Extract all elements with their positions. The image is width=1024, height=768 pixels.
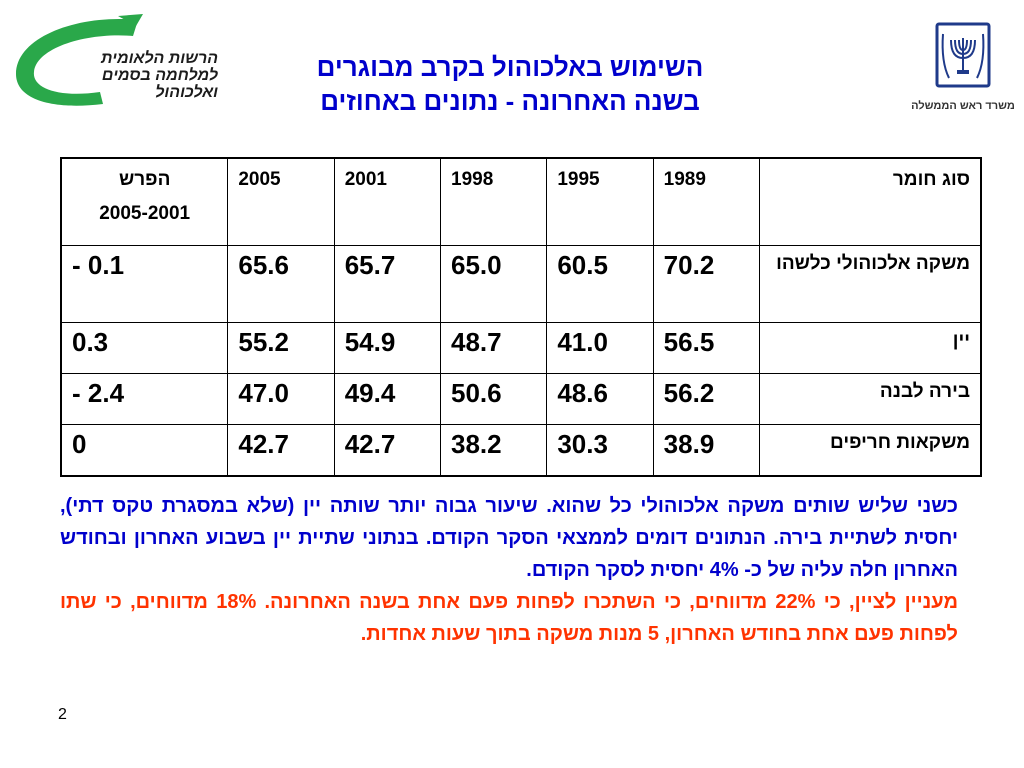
table-cell: 42.7 (333, 424, 442, 477)
table-cell: 55.2 (227, 322, 335, 374)
table-cell: 47.0 (227, 373, 335, 425)
table-cell: 56.2 (652, 373, 761, 425)
row-label: בירה לבנה (759, 373, 982, 425)
table-cell: 0.1 - (60, 245, 229, 323)
table-cell: 38.9 (652, 424, 761, 477)
agency-logo: הרשות הלאומית למלחמה בסמים ואלכוהול (8, 12, 218, 112)
alcohol-usage-table: סוג חומר 1989 1995 1998 2001 2005 הפרש 2… (60, 157, 982, 477)
table-cell: 48.6 (546, 373, 654, 425)
table-cell: 0.3 (60, 322, 229, 374)
highlight-paragraph: מעניין לציין, כי 22% מדווחים, כי השתכרו … (60, 591, 958, 645)
column-header: 1998 (440, 157, 548, 246)
table-row: יין 56.5 41.0 48.7 54.9 55.2 0.3 (60, 322, 982, 374)
slide-title-line: השימוש באלכוהול בקרב מבוגרים (316, 52, 704, 82)
findings-paragraph: כשני שליש שותים משקה אלכוהולי כל שהוא. ש… (60, 495, 958, 581)
table-row: משקה אלכוהולי כלשהו 70.2 60.5 65.0 65.7 … (60, 245, 982, 323)
row-label: משקאות חריפים (759, 424, 982, 477)
logo-swoosh-icon (16, 14, 143, 106)
table-cell: 65.0 (440, 245, 548, 323)
table-header-row: סוג חומר 1989 1995 1998 2001 2005 הפרש 2… (60, 157, 982, 246)
findings-notes: כשני שליש שותים משקה אלכוהולי כל שהוא. ש… (60, 490, 958, 650)
table-row: בירה לבנה 56.2 48.6 50.6 49.4 47.0 2.4 - (60, 373, 982, 425)
column-header: 2005 (227, 157, 335, 246)
column-header: סוג חומר (759, 157, 982, 246)
table-cell: 54.9 (333, 322, 442, 374)
table-cell: 38.2 (440, 424, 548, 477)
slide-title: השימוש באלכוהול בקרב מבוגרים בשנה האחרונ… (240, 50, 780, 118)
row-label: משקה אלכוהולי כלשהו (759, 245, 982, 323)
table-cell: 65.7 (333, 245, 442, 323)
column-header: 2001 (333, 157, 442, 246)
table-cell: 70.2 (652, 245, 761, 323)
table-cell: 41.0 (546, 322, 654, 374)
agency-name-line: למלחמה בסמים (101, 67, 218, 84)
menorah-emblem-icon (935, 22, 991, 88)
table-row: משקאות חריפים 38.9 30.3 38.2 42.7 42.7 0 (60, 424, 982, 477)
table-cell: 30.3 (546, 424, 654, 477)
column-header: הפרש 2005-2001 (60, 157, 229, 246)
table-cell: 50.6 (440, 373, 548, 425)
table-cell: 56.5 (652, 322, 761, 374)
agency-name-line: ואלכוהול (155, 84, 218, 101)
slide-title-line: בשנה האחרונה - נתונים באחוזים (320, 86, 700, 116)
page-number: 2 (58, 706, 67, 723)
emblem-caption: משרד ראש הממשלה (911, 100, 1015, 112)
table-cell: 0 (60, 424, 229, 477)
table-cell: 60.5 (546, 245, 654, 323)
table-cell: 48.7 (440, 322, 548, 374)
table-cell: 49.4 (333, 373, 442, 425)
agency-name: הרשות הלאומית למלחמה בסמים ואלכוהול (68, 50, 218, 101)
table-cell: 65.6 (227, 245, 335, 323)
table-cell: 2.4 - (60, 373, 229, 425)
agency-name-line: הרשות הלאומית (101, 50, 218, 67)
column-header: 1995 (546, 157, 654, 246)
column-header: 1989 (652, 157, 761, 246)
pm-office-emblem: משרד ראש הממשלה (908, 22, 1018, 122)
row-label: יין (759, 322, 982, 374)
table-cell: 42.7 (227, 424, 335, 477)
